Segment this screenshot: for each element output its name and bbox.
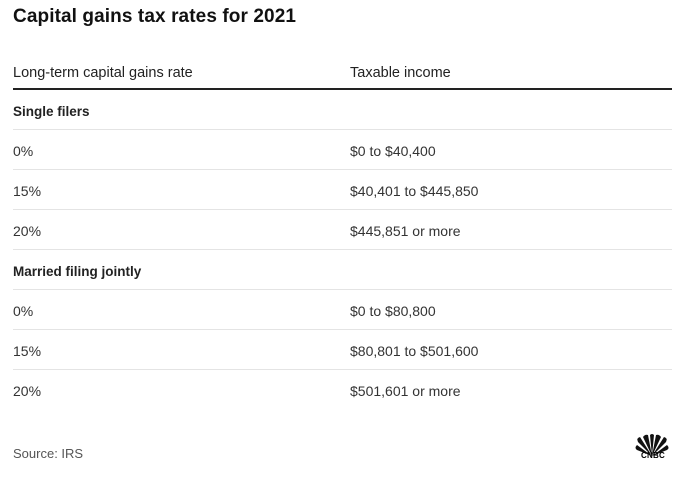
income-cell: $80,801 to $501,600 (350, 343, 479, 359)
income-cell: $0 to $40,400 (350, 143, 436, 159)
rate-cell: 15% (13, 343, 42, 359)
income-cell: $445,851 or more (350, 223, 461, 239)
group-label: Married filing jointly (13, 264, 142, 279)
table-row: 20% $445,851 or more (13, 210, 672, 250)
income-cell: $501,601 or more (350, 383, 461, 399)
table-header: Long-term capital gains rate Taxable inc… (13, 52, 672, 90)
rate-cell: 0% (13, 303, 34, 319)
header-income: Taxable income (350, 65, 451, 81)
cnbc-logo-text: CNBC (641, 451, 665, 460)
rate-cell: 20% (13, 383, 42, 399)
table-row: 20% $501,601 or more (13, 370, 672, 410)
source-note: Source: IRS (13, 446, 84, 461)
header-rate: Long-term capital gains rate (13, 65, 193, 81)
tax-rates-table: Long-term capital gains rate Taxable inc… (13, 52, 672, 410)
group-row-married-filing-jointly: Married filing jointly (13, 250, 672, 290)
rate-cell: 15% (13, 183, 42, 199)
table-row: 15% $80,801 to $501,600 (13, 330, 672, 370)
rate-cell: 0% (13, 143, 34, 159)
group-label: Single filers (13, 104, 90, 119)
peacock-icon (635, 434, 669, 456)
income-cell: $40,401 to $445,850 (350, 183, 479, 199)
table-row: 0% $0 to $80,800 (13, 290, 672, 330)
group-row-single-filers: Single filers (13, 90, 672, 130)
page-title: Capital gains tax rates for 2021 (13, 6, 297, 27)
table-row: 0% $0 to $40,400 (13, 130, 672, 170)
table-row: 15% $40,401 to $445,850 (13, 170, 672, 210)
rate-cell: 20% (13, 223, 42, 239)
income-cell: $0 to $80,800 (350, 303, 436, 319)
